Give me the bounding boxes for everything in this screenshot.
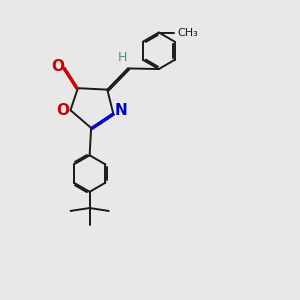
Text: CH₃: CH₃ [177,28,198,38]
Text: O: O [56,103,69,118]
Text: O: O [52,58,64,74]
Text: H: H [118,51,127,64]
Text: N: N [115,103,128,118]
